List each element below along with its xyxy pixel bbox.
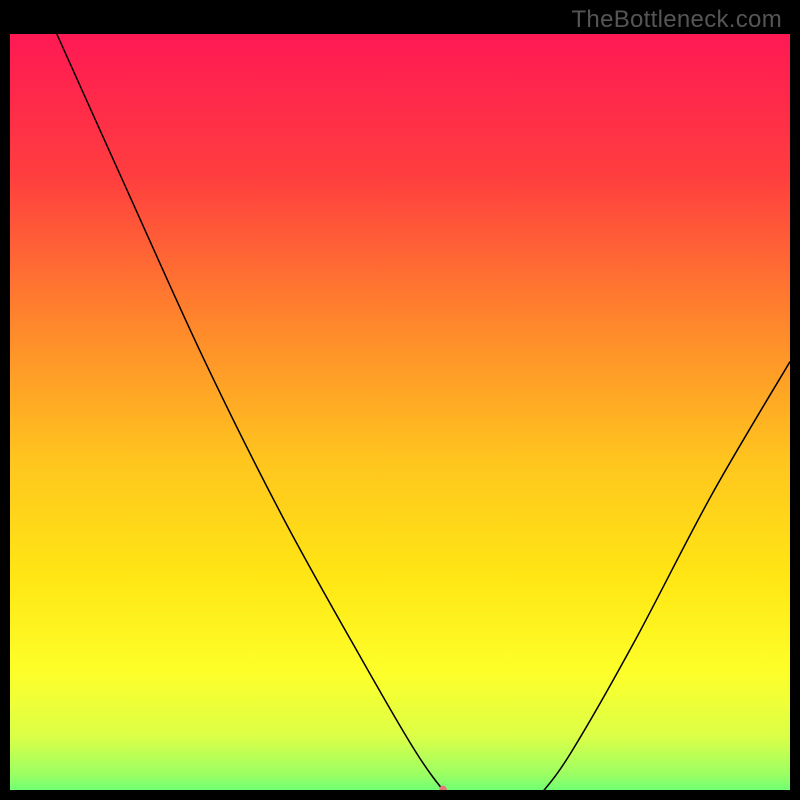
optimal-range-highlight [443, 789, 544, 790]
chart-container: TheBottleneck.com [0, 0, 800, 800]
bottleneck-curve [57, 34, 790, 790]
curve-layer [10, 34, 790, 790]
watermark-text: TheBottleneck.com [571, 6, 782, 34]
chart-plot-area [10, 34, 790, 790]
